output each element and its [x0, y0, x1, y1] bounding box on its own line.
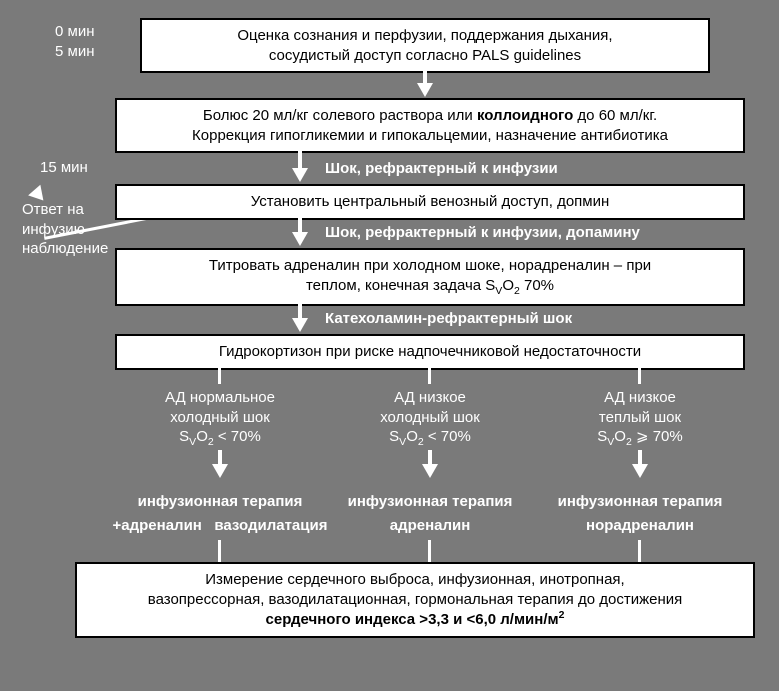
arrow-down-icon [422, 464, 438, 478]
branch-line [428, 364, 431, 384]
arrow-down-icon [212, 464, 228, 478]
time-15-label: 15 мин [40, 158, 88, 178]
arrow-down-icon [292, 318, 308, 332]
arrow-left-icon [27, 185, 44, 203]
box-measurement: Измерение сердечного выброса, инфузионна… [75, 562, 755, 638]
b3-l2: теплый шок [599, 409, 681, 426]
box-bolus-bold: коллоидного [477, 107, 573, 124]
branch2-label: АД низкое холодный шок SVO2 < 70% [340, 388, 520, 450]
b2-r2: адреналин [390, 517, 471, 534]
time-5-label: 5 мин [55, 42, 95, 62]
arrow-stem [298, 214, 302, 234]
branch1-label: АД нормальное холодный шок SVO2 < 70% [130, 388, 310, 450]
b3-l3: SVO2 ⩾ 70% [597, 428, 682, 445]
arrow-stem [298, 300, 302, 320]
o-text: O [502, 277, 514, 294]
b1-l1: АД нормальное [165, 389, 275, 406]
arrow-down-icon [292, 168, 308, 182]
box-titrate-pre: Титровать адреналин при холодном шоке, н… [209, 257, 651, 294]
arrow-down-icon [417, 83, 433, 97]
box-assessment: Оценка сознания и перфузии, поддержания … [140, 18, 710, 73]
branch3-result: инфузионная терапия норадреналин [540, 490, 740, 538]
box-titrate-end: 70% [520, 277, 554, 294]
b2-l3: SVO2 < 70% [389, 428, 471, 445]
conv-line [428, 540, 431, 562]
conv-line [218, 540, 221, 562]
arrow-down-icon [292, 232, 308, 246]
b2-l1: АД низкое [394, 389, 466, 406]
b1-l3: SVO2 < 70% [179, 428, 261, 445]
stage-catecholamine: Катехоламин-рефрактерный шок [325, 310, 572, 327]
b3-r1: инфузионная терапия [558, 493, 723, 510]
stage-shock-infusion: Шок, рефрактерный к инфузии [325, 160, 558, 177]
b2-l2: холодный шок [380, 409, 480, 426]
arrow-down-icon [632, 464, 648, 478]
branch-line [638, 364, 641, 384]
branch-line [218, 364, 221, 384]
box-central-access: Установить центральный венозный доступ, … [115, 184, 745, 220]
branch3-label: АД низкое теплый шок SVO2 ⩾ 70% [550, 388, 730, 450]
b6-l2: вазопрессорная, вазодилатационная, гормо… [148, 591, 682, 608]
time-0-label: 0 мин [55, 22, 95, 42]
b1-r1: инфузионная терапия [138, 493, 303, 510]
b3-l1: АД низкое [604, 389, 676, 406]
arrow-stem [298, 150, 302, 170]
conv-line [638, 540, 641, 562]
b3-r2: норадреналин [586, 517, 694, 534]
branch2-result: инфузионная терапия адреналин [330, 490, 530, 538]
box-titrate: Титровать адреналин при холодном шоке, н… [115, 248, 745, 306]
b1-r2b: вазодилатация [214, 517, 327, 534]
b6-bold: сердечного индекса >3,3 и <6,0 л/мин/м2 [266, 611, 565, 628]
b2-r1: инфузионная терапия [348, 493, 513, 510]
box-bolus-pre: Болюс 20 мл/кг солевого раствора или [203, 107, 477, 124]
b1-r2a: +адреналин [113, 517, 202, 534]
b1-l2: холодный шок [170, 409, 270, 426]
stage-shock-dopamine: Шок, рефрактерный к инфузии, допамину [325, 224, 640, 241]
b6-l1: Измерение сердечного выброса, инфузионна… [205, 571, 624, 588]
box-bolus: Болюс 20 мл/кг солевого раствора или кол… [115, 98, 745, 153]
